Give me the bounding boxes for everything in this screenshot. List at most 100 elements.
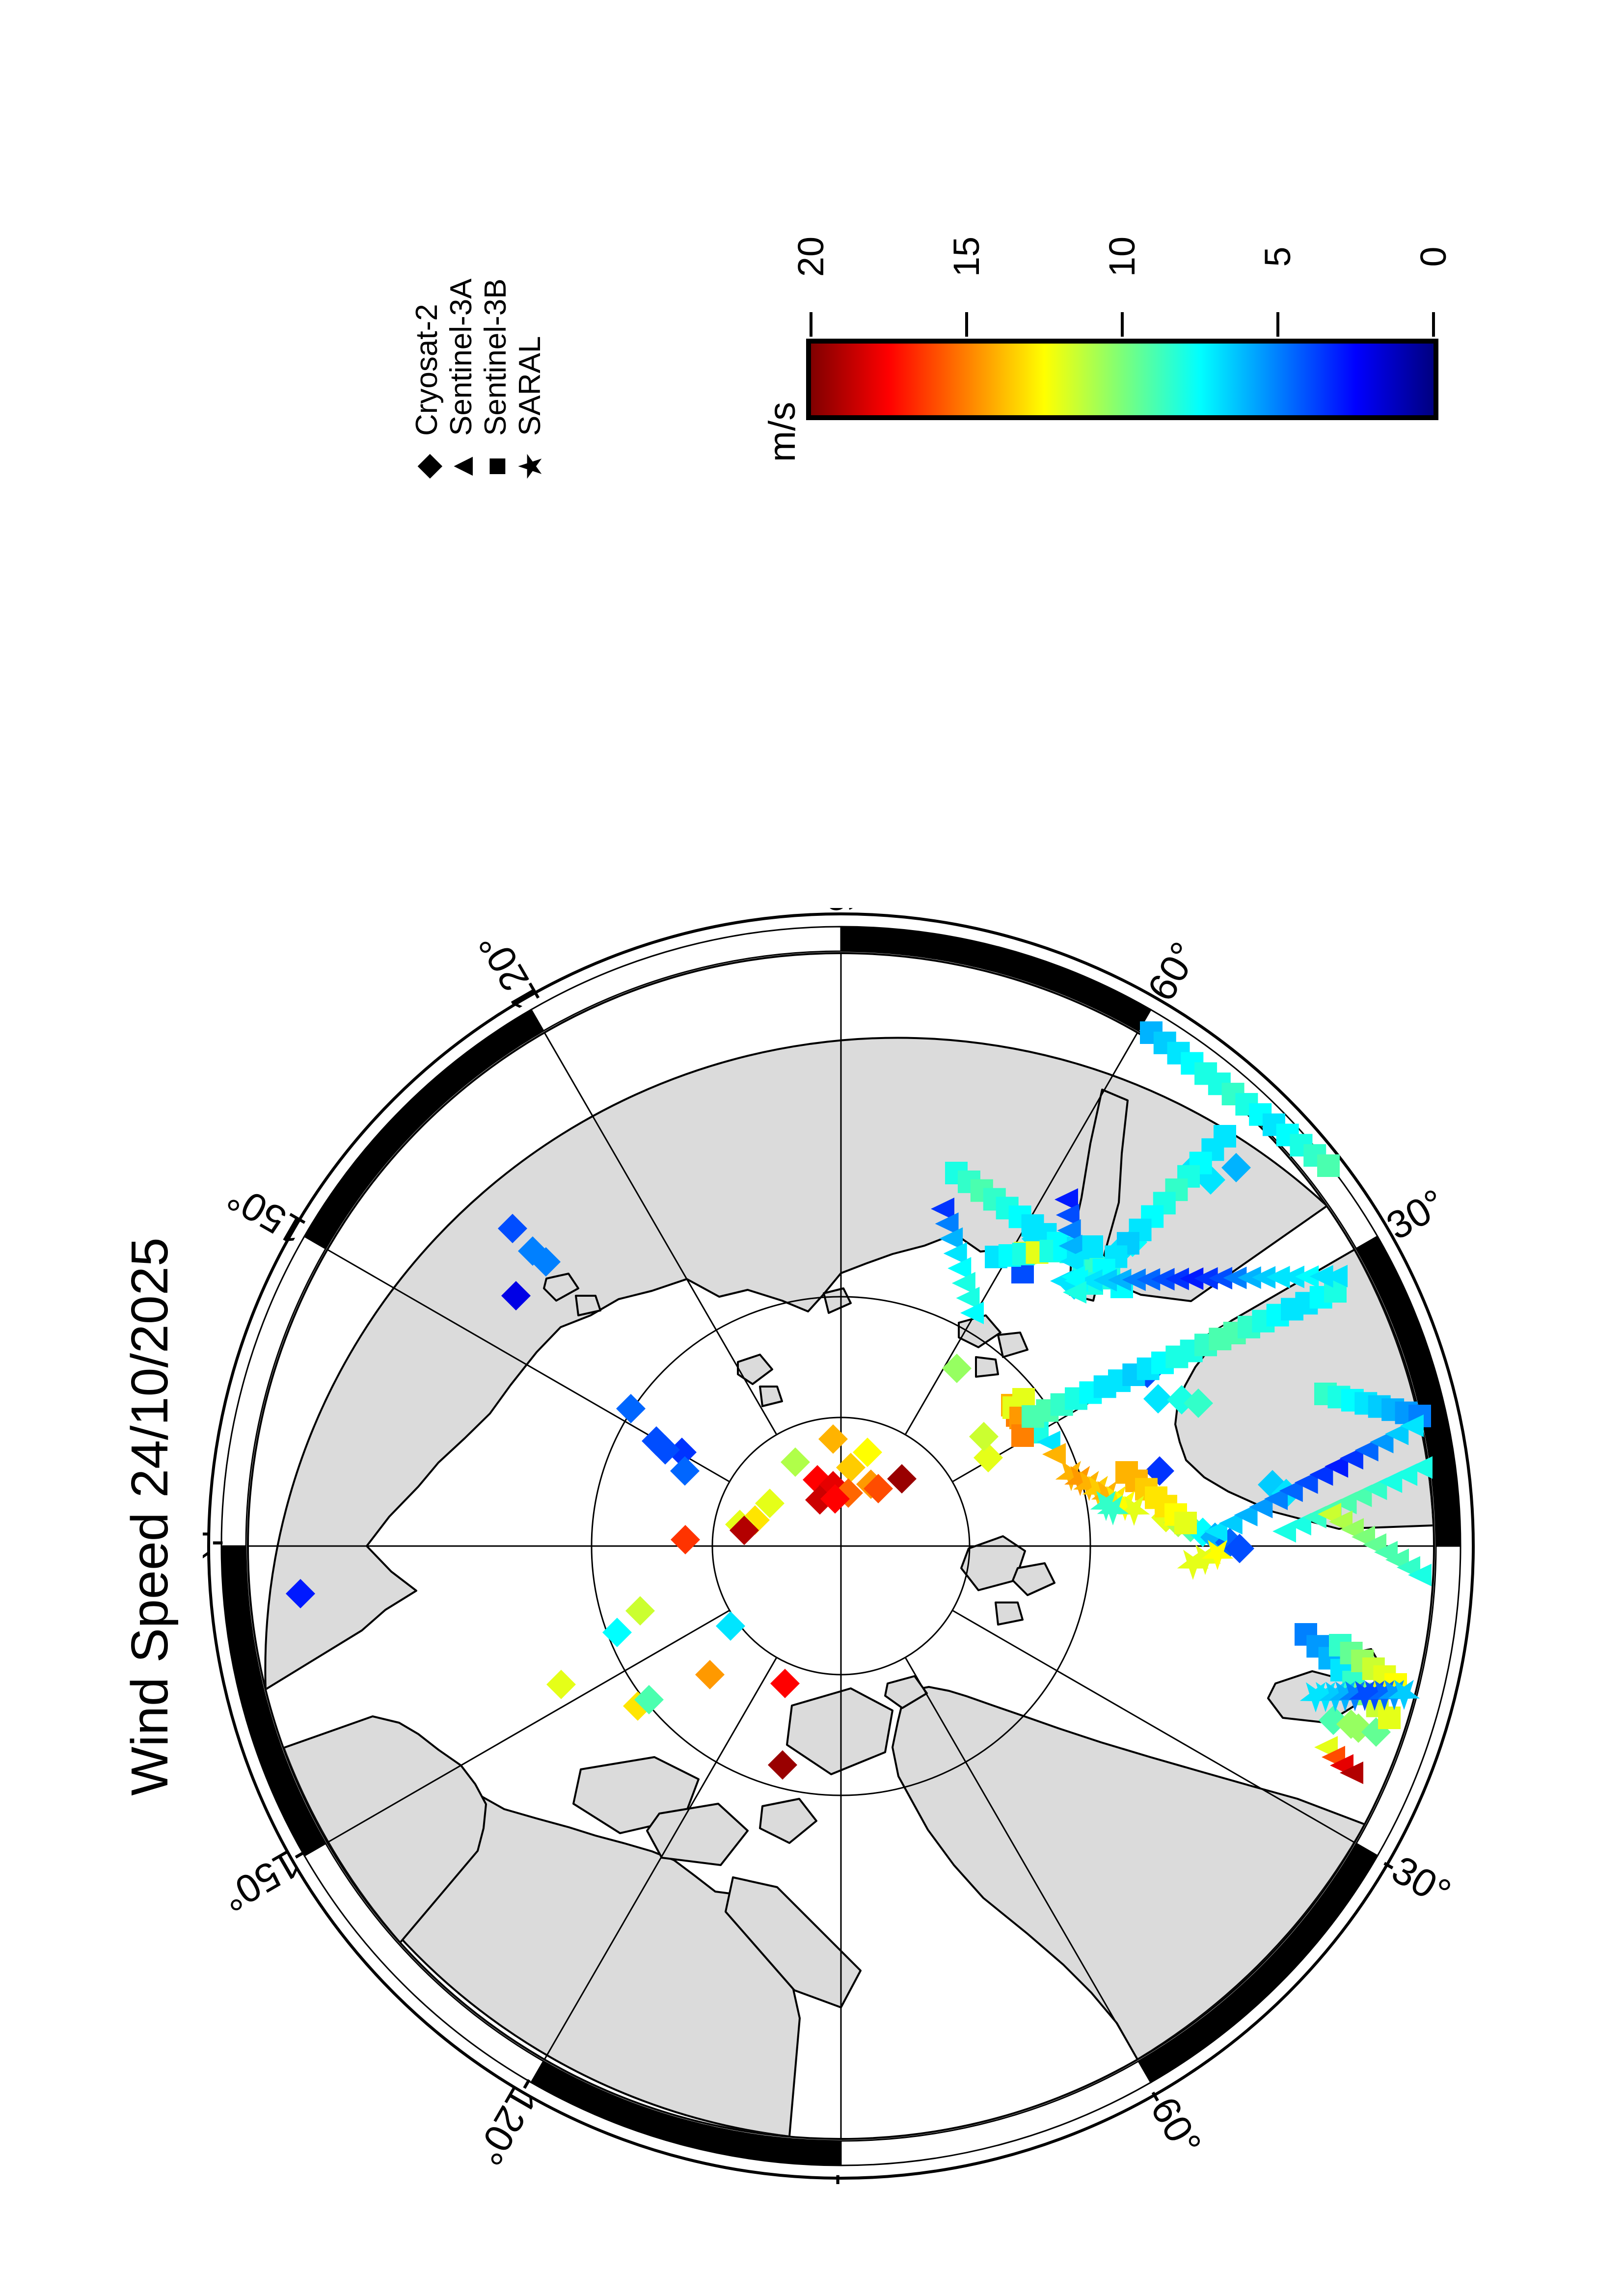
longitude-label-150°: 150°: [220, 1175, 312, 1254]
sentinel-3a-triangle-marker: [1287, 1513, 1311, 1536]
longitude-label--60°: -60°: [1136, 2079, 1210, 2163]
saral-star-marker: [1097, 1495, 1129, 1525]
sentinel-3a-triangle-marker: [1122, 1268, 1146, 1291]
sentinel-3a-triangle-marker: [1363, 1477, 1387, 1500]
cryosat-2-diamond-marker: [616, 1394, 646, 1423]
sentinel-3a-triangle-marker: [1063, 1281, 1086, 1304]
sentinel-3a-triangle-marker: [1252, 1266, 1276, 1289]
sentinel-3a-triangle-marker: [1339, 1447, 1363, 1470]
sentinel-3a-triangle-marker: [1055, 1203, 1080, 1227]
sentinel-3a-triangle-marker: [1272, 1520, 1296, 1543]
data-markers: [286, 1021, 1433, 1784]
legend-item-sentinel-3a: ▲ Sentinel-3A: [443, 278, 480, 486]
cryosat-2-diamond-marker: [716, 1611, 745, 1641]
sentinel-3a-triangle-marker: [1204, 1520, 1227, 1543]
land-franz-josef-2: [997, 1332, 1028, 1358]
longitude-label--180°: -180°: [203, 1524, 224, 1568]
sentinel-3a-triangle-marker: [1151, 1268, 1175, 1291]
longitude-label--90°: -90°: [819, 2173, 863, 2184]
saral-star-marker: [1090, 1491, 1122, 1521]
saral-star-marker: [1109, 1491, 1141, 1521]
sentinel-3a-triangle-marker: [1061, 1265, 1085, 1288]
cryosat-2-diamond-marker: [755, 1489, 784, 1518]
saral-star-marker: [1388, 1680, 1420, 1710]
sentinel-3a-triangle-marker: [1409, 1456, 1433, 1479]
sentinel-3a-triangle-marker: [1385, 1422, 1409, 1445]
sentinel-3a-triangle-marker: [1394, 1463, 1418, 1486]
saral-star-marker: [1055, 1461, 1087, 1491]
longitude-label-60°: 60°: [1139, 934, 1207, 1008]
ring-segment-330-white: [530, 926, 842, 1032]
cryosat-2-diamond-marker: [768, 1750, 797, 1780]
sentinel-3a-triangle-marker: [1340, 1762, 1363, 1784]
legend-item-sentinel-3b: ■ Sentinel-3B: [478, 278, 514, 486]
colorbar-tick: [1276, 312, 1279, 337]
sentinel-3b-square-marker: [1081, 1235, 1103, 1258]
cryosat-2-diamond-marker: [498, 1214, 527, 1243]
sentinel-3a-triangle-marker: [935, 1212, 959, 1235]
cryosat-2-diamond-marker: [286, 1579, 315, 1608]
cryosat-2-diamond-marker: [650, 1435, 680, 1465]
sentinel-3a-triangle-marker: [931, 1198, 954, 1220]
sentinel-3a-triangle-marker: [1324, 1265, 1348, 1287]
cryosat-2-diamond-marker: [820, 1484, 850, 1514]
sentinel-3a-triangle-marker: [1058, 1234, 1082, 1257]
sentinel-3a-triangle-marker: [1055, 1188, 1078, 1211]
land-victoria-2: [646, 1803, 749, 1866]
star-icon: ★: [512, 452, 548, 481]
sentinel-3a-triangle-marker: [1302, 1506, 1326, 1529]
sentinel-3a-triangle-marker: [1408, 1564, 1432, 1586]
sentinel-3a-triangle-marker: [1325, 1455, 1349, 1478]
cryosat-2-diamond-marker: [670, 1456, 700, 1486]
colorbar-tick: [1432, 312, 1435, 337]
legend-items: ◆ Cryosat-2 ▲ Sentinel-3A ■ Sentinel-3B ★ SARAL: [409, 196, 548, 486]
diamond-icon: ◆: [409, 454, 445, 479]
longitude-label-90°: 90°: [819, 908, 863, 912]
sentinel-3a-triangle-marker: [1093, 1269, 1117, 1292]
meridian-120: [952, 1609, 1355, 1843]
colorbar-tick: [810, 312, 812, 337]
legend-label: SARAL: [513, 336, 547, 436]
cryosat-2-diamond-marker: [781, 1447, 810, 1477]
saral-star-marker: [1064, 1466, 1096, 1496]
sentinel-3a-triangle-marker: [951, 1272, 975, 1295]
saral-star-marker: [1082, 1475, 1114, 1506]
land-nw-greenland-isl: [884, 1675, 928, 1709]
longitude-label--120°: -120°: [466, 2069, 551, 2172]
sentinel-3a-triangle-marker: [1348, 1484, 1372, 1507]
legend-label: Cryosat-2: [410, 304, 444, 436]
sentinel-3a-triangle-marker: [1194, 1267, 1218, 1290]
cryosat-2-diamond-marker: [501, 1281, 531, 1310]
sentinel-3a-triangle-marker: [1379, 1470, 1403, 1493]
saral-star-marker: [1073, 1470, 1105, 1501]
sentinel-3a-triangle-marker: [1057, 1219, 1081, 1242]
cryosat-2-diamond-marker: [1184, 1388, 1213, 1418]
saral-star-marker: [1201, 1540, 1234, 1570]
legend-label: Sentinel-3B: [479, 278, 513, 436]
sentinel-3b-square-marker: [1174, 1512, 1197, 1534]
colorbar-gradient: [806, 339, 1438, 420]
land-severnaya-zemlya-2: [759, 1386, 783, 1407]
colorbar-unit-area: m/s: [760, 373, 804, 491]
cryosat-2-diamond-marker: [853, 1438, 882, 1467]
land-ellesmere: [786, 1687, 893, 1775]
sentinel-3a-triangle-marker: [1280, 1265, 1304, 1288]
longitude-label--30°: -30°: [1374, 1841, 1458, 1915]
sentinel-3a-triangle-marker: [1333, 1492, 1357, 1515]
sentinel-3a-triangle-marker: [960, 1302, 984, 1324]
land-severnaya-zemlya-3: [823, 1287, 852, 1314]
saral-star-marker: [1118, 1495, 1150, 1526]
saral-star-marker: [1189, 1545, 1221, 1575]
cryosat-2-diamond-marker: [1221, 1153, 1251, 1182]
cryosat-2-diamond-marker: [730, 1516, 759, 1545]
sentinel-3a-triangle-marker: [1354, 1439, 1379, 1462]
cryosat-2-diamond-marker: [770, 1669, 800, 1698]
colorbar-tick-label: 5: [1257, 246, 1298, 267]
sentinel-3a-triangle-marker: [1266, 1266, 1290, 1289]
sentinel-3a-triangle-marker: [1309, 1265, 1333, 1288]
sentinel-3a-triangle-marker: [1294, 1471, 1318, 1494]
sentinel-3a-triangle-marker: [1218, 1512, 1243, 1535]
colorbar-tick-label: 0: [1413, 246, 1454, 267]
meridian-330: [543, 1032, 778, 1435]
